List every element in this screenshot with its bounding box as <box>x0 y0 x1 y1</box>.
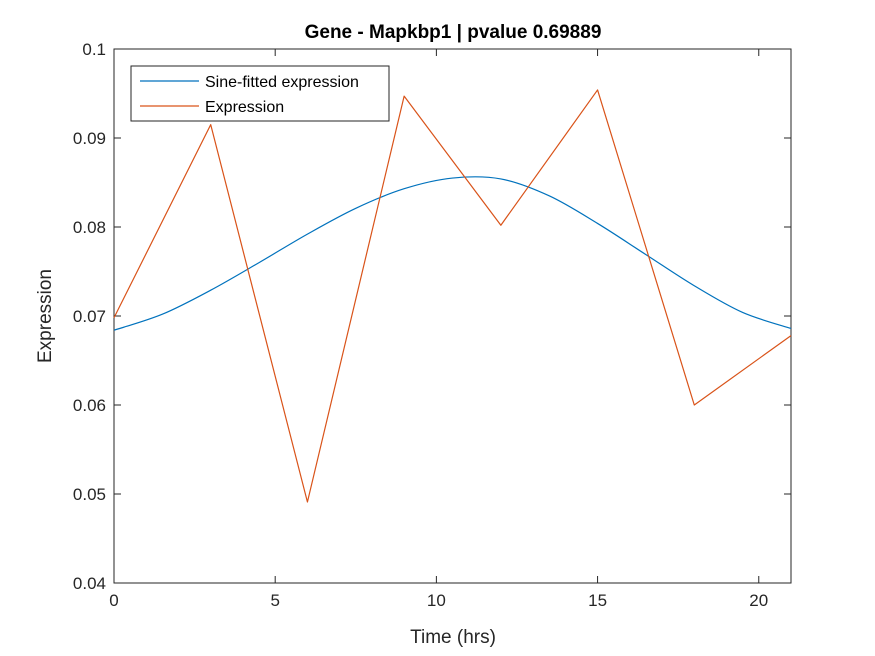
y-axis-label: Expression <box>35 269 56 363</box>
legend: Sine-fitted expression Expression <box>130 65 390 122</box>
series-layer <box>113 89 792 503</box>
ticks-layer: 0 5 10 15 20 0.04 0.05 0.06 0.07 0.08 0.09 0.1 <box>73 40 791 610</box>
y-tick-label: 0.04 <box>73 574 106 593</box>
y-tick-label: 0.1 <box>82 40 106 59</box>
y-tick-label: 0.05 <box>73 485 106 504</box>
legend-label-sine: Sine-fitted expression <box>205 74 359 91</box>
x-tick-label: 20 <box>749 591 768 610</box>
x-tick-label: 0 <box>109 591 118 610</box>
series-line-sine-fitted-expression <box>113 176 792 331</box>
plot-area <box>113 48 792 584</box>
y-tick-label: 0.07 <box>73 307 106 326</box>
y-tick-label: 0.06 <box>73 396 106 415</box>
x-tick-label: 15 <box>588 591 607 610</box>
x-tick-label: 10 <box>427 591 446 610</box>
chart-title: Gene - Mapkbp1 | pvalue 0.69889 <box>305 22 602 43</box>
x-axis-label: Time (hrs) <box>410 627 496 648</box>
series-line-expression <box>113 89 792 503</box>
legend-label-expression: Expression <box>205 99 284 116</box>
y-tick-label: 0.08 <box>73 218 106 237</box>
y-tick-label: 0.09 <box>73 129 106 148</box>
legend-box <box>130 65 390 122</box>
x-tick-label: 5 <box>270 591 279 610</box>
